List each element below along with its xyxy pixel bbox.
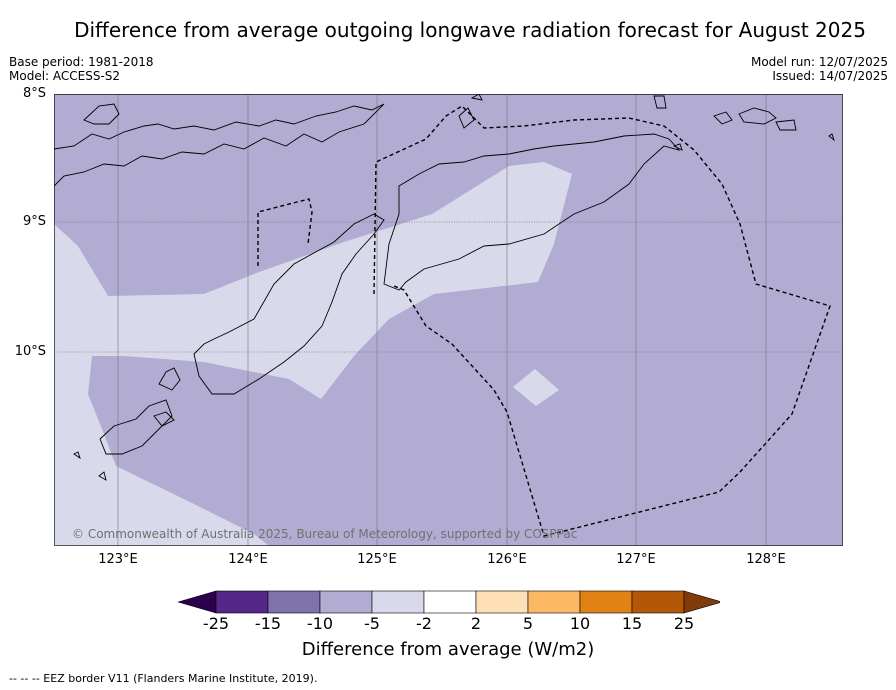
lat-label-8s: 8°S bbox=[22, 86, 46, 101]
coastline-semau bbox=[193, 213, 385, 395]
coastline-timor bbox=[383, 133, 681, 291]
colorbar bbox=[178, 590, 720, 614]
colorbar-tick-label: -10 bbox=[306, 614, 334, 633]
colorbar-segment bbox=[319, 590, 373, 614]
colorbar-segment bbox=[423, 590, 477, 614]
colorbar-segment bbox=[215, 590, 269, 614]
colorbar-segment bbox=[267, 590, 321, 614]
colorbar-arrow-low bbox=[178, 590, 217, 614]
model-run: Model run: 12/07/2025 bbox=[750, 55, 888, 69]
colorbar-tick-label: 5 bbox=[522, 614, 534, 633]
lon-label-127e: 127°E bbox=[616, 552, 656, 567]
issued-date: Issued: 14/07/2025 bbox=[772, 69, 888, 83]
colorbar-title: Difference from average (W/m2) bbox=[301, 639, 595, 660]
lon-label-124e: 124°E bbox=[228, 552, 268, 567]
ocean-map: © Commonwealth of Australia 2025, Bureau… bbox=[54, 94, 843, 546]
lat-label-9s: 9°S bbox=[22, 214, 46, 229]
colorbar-tick-label: -15 bbox=[254, 614, 282, 633]
colorbar-segment bbox=[371, 590, 425, 614]
colorbar-tick-label: -25 bbox=[202, 614, 230, 633]
colorbar-segment bbox=[527, 590, 581, 614]
colorbar-tick-label: 15 bbox=[621, 614, 643, 633]
colorbar-arrow-high bbox=[683, 590, 720, 614]
footnote: -- -- -- EEZ border V11 (Flanders Marine… bbox=[9, 672, 318, 685]
colorbar-segment bbox=[631, 590, 685, 614]
colorbar-tick-label: 10 bbox=[569, 614, 591, 633]
lat-label-10s: 10°S bbox=[14, 344, 46, 359]
base-period: Base period: 1981-2018 bbox=[9, 55, 154, 69]
eez-border bbox=[257, 105, 831, 537]
meta-left: Base period: 1981-2018 Model: ACCESS-S2 bbox=[9, 55, 154, 83]
meta-right: Model run: 12/07/2025 Issued: 14/07/2025 bbox=[751, 55, 888, 83]
map-title: Difference from average outgoing longwav… bbox=[74, 18, 866, 42]
copyright-notice: © Commonwealth of Australia 2025, Bureau… bbox=[72, 527, 577, 541]
lon-label-128e: 128°E bbox=[746, 552, 786, 567]
colorbar-segment bbox=[475, 590, 529, 614]
lon-label-123e: 123°E bbox=[98, 552, 138, 567]
light-anomaly-patch bbox=[513, 369, 559, 406]
lon-label-126e: 126°E bbox=[487, 552, 527, 567]
coastline-flores bbox=[54, 103, 385, 187]
colorbar-tick-label: 2 bbox=[470, 614, 482, 633]
colorbar-segment bbox=[579, 590, 633, 614]
colorbar-tick-label: -5 bbox=[364, 614, 380, 633]
colorbar-tick-label: -2 bbox=[416, 614, 432, 633]
coastlines bbox=[54, 94, 835, 481]
light-anomaly-band bbox=[54, 162, 572, 546]
colorbar-tick-label: 25 bbox=[673, 614, 695, 633]
lon-label-125e: 125°E bbox=[357, 552, 397, 567]
model-name: Model: ACCESS-S2 bbox=[9, 69, 121, 83]
